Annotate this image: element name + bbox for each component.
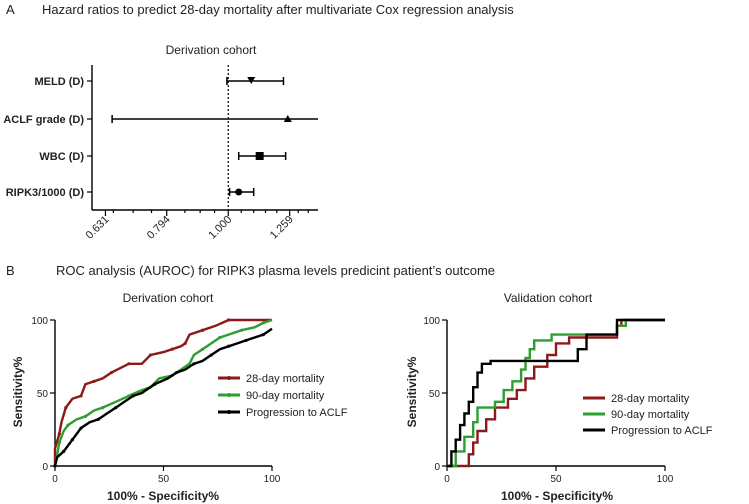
roc1-point-28-day-mortality [170,347,174,351]
roc1-point-progression-to-aclf [62,449,66,453]
roc1-point-progression-to-aclf [79,426,83,430]
forest-marker-ripk3-1000-d [235,188,243,196]
panel-b-letter: B [6,263,15,278]
roc1-point-progression-to-aclf [96,417,100,421]
roc2-legend-label-90-day-mortality: 90-day mortality [611,409,690,421]
roc2-legend-label-28-day-mortality: 28-day mortality [611,393,690,405]
roc1-point-progression-to-aclf [53,464,57,468]
roc1-x-tick-label: 100 [264,474,281,485]
forest-row-label-ripk3-1000-d: RIPK3/1000 (D) [6,187,85,199]
forest-plot: Derivation cohort 0.631 0.794 1.000 1.259 ME… [3,43,318,242]
roc1-point-28-day-mortality [183,341,187,345]
forest-x-tick-label: 0.794 [145,214,173,242]
roc2-legend-label-progression-to-aclf: Progression to ACLF [611,425,713,437]
roc1-point-28-day-mortality [92,379,96,383]
forest-x-tick-label: 1.259 [268,214,296,242]
forest-row-label-meld-d: MELD (D) [35,76,85,88]
roc1-line-28-day-mortality [53,318,272,466]
roc1-point-progression-to-aclf [114,406,118,410]
roc1-y-tick-label: 100 [31,316,48,327]
roc1-y-tick-label: 0 [42,462,48,473]
roc1-legend-marker [227,393,231,397]
roc2-y-tick-label: 50 [429,389,441,400]
roc1-line-progression-to-aclf [53,327,273,467]
roc1-point-90-day-mortality [127,394,131,398]
roc2-line-progression-to-aclf [447,318,665,468]
roc1-point-progression-to-aclf [227,344,231,348]
panel-a-letter: A [6,2,15,17]
forest-row-label-wbc-d: WBC (D) [39,151,84,163]
roc-validation: Validation cohort 100% - Specificity% Se… [405,291,713,503]
roc1-point-28-day-mortality [64,406,68,410]
roc1-point-28-day-mortality [200,328,205,332]
roc1-point-progression-to-aclf [244,338,248,343]
roc1-point-28-day-mortality [148,353,153,357]
forest-marker-meld-d [247,77,256,84]
roc1-point-progression-to-aclf [70,438,74,442]
roc1-point-90-day-mortality [261,321,265,325]
roc1-point-progression-to-aclf [192,362,196,366]
roc1-point-28-day-mortality [227,318,231,322]
roc1-point-90-day-mortality [200,347,205,351]
roc1-x-tick-label: 0 [52,474,58,485]
forest-marker-aclf-grade-d [283,115,292,122]
roc1-legend-marker [227,376,231,380]
roc1-legend-marker [227,410,231,414]
roc1-point-90-day-mortality [57,441,61,445]
roc1-point-90-day-mortality [66,423,70,427]
roc-derivation: Derivation cohort 100% - Specificity% Se… [11,291,348,503]
roc-derivation-xlabel: 100% - Specificity% [107,489,219,503]
panel-b-heading: ROC analysis (AUROC) for RIPK3 plasma le… [56,263,495,278]
roc1-legend-label-progression-to-aclf: Progression to ACLF [246,407,348,419]
roc1-x-tick-label: 50 [158,474,170,485]
forest-x-tick-label: 0.631 [84,214,112,242]
roc1-point-28-day-mortality [127,362,131,366]
roc-derivation-title: Derivation cohort [123,291,214,305]
roc1-point-90-day-mortality [218,335,222,340]
roc1-point-28-day-mortality [79,394,83,398]
roc2-x-tick-label: 50 [550,474,562,485]
roc1-point-progression-to-aclf [153,382,157,386]
roc2-x-tick-label: 100 [657,474,674,485]
roc1-point-90-day-mortality [83,414,87,418]
roc1-point-28-day-mortality [57,432,61,436]
roc2-line-90-day-mortality [447,318,665,468]
roc2-line-28-day-mortality [447,318,665,468]
roc1-legend-label-90-day-mortality: 90-day mortality [246,390,325,402]
roc1-point-progression-to-aclf [209,353,213,357]
roc2-y-tick-label: 0 [434,462,440,473]
panel-a-heading: Hazard ratios to predict 28-day mortalit… [42,2,514,17]
roc1-point-progression-to-aclf [131,394,135,398]
roc1-legend-label-28-day-mortality: 28-day mortality [246,373,325,385]
roc1-point-90-day-mortality [101,406,105,410]
forest-x-tick-label: 1.000 [206,214,234,242]
roc-derivation-ylabel: Sensitivity% [11,356,25,427]
roc1-point-28-day-mortality [109,370,114,375]
forest-row-label-aclf-grade-d: ACLF grade (D) [3,114,84,126]
roc1-y-tick-label: 50 [37,389,49,400]
forest-title: Derivation cohort [166,43,257,57]
roc2-x-tick-label: 0 [444,474,450,485]
roc-validation-title: Validation cohort [504,291,593,305]
roc1-point-90-day-mortality [240,328,244,332]
roc-validation-xlabel: 100% - Specificity% [501,489,613,503]
forest-marker-wbc-d [255,152,264,160]
roc-validation-ylabel: Sensitivity% [405,356,419,427]
roc2-y-tick-label: 100 [423,316,440,327]
roc1-point-90-day-mortality [187,362,192,366]
roc1-point-progression-to-aclf [174,370,179,375]
roc1-point-progression-to-aclf [261,333,265,337]
